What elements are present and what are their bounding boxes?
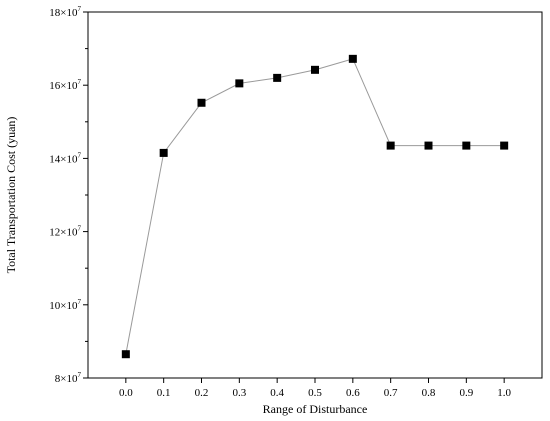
data-point-marker [386,141,395,150]
series-line [125,58,505,355]
x-tick-label: 0.0 [119,387,133,399]
x-tick-label: 0.7 [384,387,398,399]
x-tick-label: 0.3 [232,387,246,399]
y-axis-title: Total Transportation Cost (yuan) [4,117,18,274]
data-point-marker [462,141,471,150]
x-tick-label: 0.2 [195,387,209,399]
y-tick-label: 16×107 [49,78,81,92]
y-tick-label: 12×107 [49,225,81,239]
y-tick-label: 18×107 [49,5,81,19]
data-point-marker [500,141,509,150]
y-tick-label: 10×107 [49,298,81,312]
x-tick-label: 0.4 [270,387,284,399]
x-axis-title: Range of Disturbance [263,402,368,416]
y-axis: 8×107 10×107 12×107 14×107 16×107 18×107 [49,5,88,385]
data-point-marker [235,79,244,88]
y-tick-label: 14×107 [49,151,81,165]
x-axis: 0.0 0.1 0.2 0.3 0.4 0.5 0.6 0.7 0.8 0.9 1.0 [119,378,512,399]
x-tick-label: 0.5 [308,387,322,399]
data-point-marker [121,350,130,359]
x-tick-label: 1.0 [497,387,511,399]
x-tick-label: 0.9 [459,387,473,399]
data-point-marker [424,141,433,150]
data-point-marker [311,65,319,74]
y-tick-label: 8×107 [55,371,82,385]
x-tick-label: 0.1 [157,387,171,399]
data-point-marker [348,54,357,63]
x-tick-label: 0.8 [422,387,436,399]
x-tick-label: 0.6 [346,387,360,399]
data-point-marker [273,73,282,82]
data-point-marker [159,148,168,157]
data-point-marker [197,98,206,107]
series-layer [121,54,509,359]
